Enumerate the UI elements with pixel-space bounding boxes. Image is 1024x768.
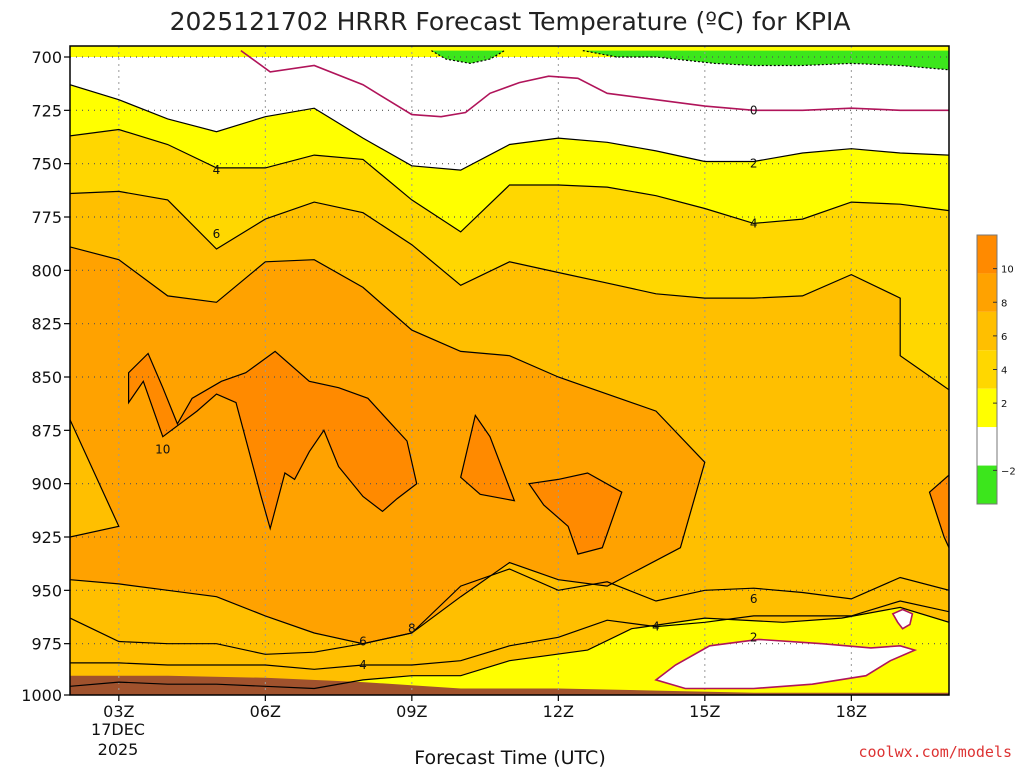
y-tick-label: 900 xyxy=(31,475,62,494)
colorbar-swatch xyxy=(977,388,997,428)
contour-label: 2 xyxy=(750,157,758,171)
contour-2-12 xyxy=(70,606,949,690)
y-axis-ticks: 700 725 750 775 800 825 850 875 900 925 950 975 1000 xyxy=(21,48,70,705)
fill-region-12 xyxy=(431,50,505,64)
y-tick-label: 850 xyxy=(31,368,62,387)
colorbar-tick-label: 8 xyxy=(1001,298,1007,309)
contour-6-3 xyxy=(70,190,949,391)
contour-4-11 xyxy=(70,600,949,670)
y-tick-label: 725 xyxy=(31,101,62,120)
x-tick-label: 06Z xyxy=(250,702,281,721)
contour-10-7 xyxy=(460,413,516,502)
colorbar-swatch xyxy=(977,235,997,274)
colorbar-tick-label: 6 xyxy=(1001,332,1007,343)
contour-10-6 xyxy=(128,350,418,531)
x-tick-label: 12Z xyxy=(543,702,574,721)
colorbar-tick-label: 4 xyxy=(1001,366,1007,377)
y-tick-label: 775 xyxy=(31,208,62,227)
contour--2-16 xyxy=(431,50,505,65)
x-tick-label: 15Z xyxy=(689,702,720,721)
contour-label: 4 xyxy=(213,163,221,177)
ground-fill xyxy=(70,675,949,695)
y-tick-label: 875 xyxy=(31,421,62,440)
contour-labels: 0 2 4 4 6 10 8 6 4 4 6 2 xyxy=(155,103,757,672)
credit-text[interactable]: coolwx.com/models xyxy=(858,743,1012,761)
contour-0-13 xyxy=(654,638,918,690)
contour-6-10 xyxy=(70,568,949,655)
contour-label: 6 xyxy=(213,227,221,241)
y-tick-label: 975 xyxy=(31,635,62,654)
fill-region-4 xyxy=(460,415,515,501)
x-date-label-year: 2025 xyxy=(98,740,139,759)
ground-layer xyxy=(70,675,949,695)
temperature-fills xyxy=(70,46,949,695)
x-date-label-day: 17DEC xyxy=(91,720,145,739)
colorbar-swatch xyxy=(977,350,997,389)
contour-lines xyxy=(70,49,949,690)
colorbar-tick-label: 2 xyxy=(1001,399,1007,410)
contour-label: 8 xyxy=(408,622,416,636)
y-tick-label: 700 xyxy=(31,48,62,67)
colorbar-tick-label: 10 xyxy=(1001,265,1014,276)
colorbar: −2 2 4 6 8 10 xyxy=(976,234,1016,505)
colorbar-swatch xyxy=(977,273,997,312)
grid-lines xyxy=(70,46,949,695)
y-tick-label: 925 xyxy=(31,528,62,547)
fill-region-10 xyxy=(70,57,949,171)
y-tick-label: 825 xyxy=(31,315,62,334)
chart-title: 2025121702 HRRR Forecast Temperature (ºC… xyxy=(170,7,851,36)
contour-8-5 xyxy=(70,419,120,538)
x-tick-label: 03Z xyxy=(103,702,134,721)
x-tick-label: 18Z xyxy=(836,702,867,721)
fill-region-3 xyxy=(128,351,417,529)
contour-10-9 xyxy=(928,474,949,548)
plot-frame xyxy=(69,45,950,696)
contour-label: 6 xyxy=(359,635,367,649)
y-tick-label: 750 xyxy=(31,155,62,174)
colorbar-swatch xyxy=(977,465,997,504)
y-tick-label: 950 xyxy=(31,581,62,600)
contour-label: 4 xyxy=(359,658,367,672)
fill-region-6 xyxy=(929,475,949,548)
contour-0-14 xyxy=(891,608,914,630)
x-axis-label: Forecast Time (UTC) xyxy=(414,747,605,768)
contour-2-1 xyxy=(70,84,949,171)
colorbar-tick-label: −2 xyxy=(1001,466,1016,477)
contour-10-8 xyxy=(527,472,623,555)
contour-label: 4 xyxy=(750,216,758,230)
contour-8-4 xyxy=(70,246,706,645)
contour-label: 10 xyxy=(155,443,170,457)
y-tick-label: 1000 xyxy=(21,686,62,705)
contour-label: 0 xyxy=(750,103,758,117)
colorbar-swatch xyxy=(977,427,997,466)
contour-0-0 xyxy=(240,49,949,118)
contour-label: 4 xyxy=(652,620,660,634)
contour-4-2 xyxy=(70,128,949,233)
x-tick-label: 09Z xyxy=(396,702,427,721)
contour-label: 6 xyxy=(750,592,758,606)
colorbar-swatch xyxy=(977,311,997,351)
x-axis-ticks: 03Z 06Z 09Z 12Z 15Z 18Z xyxy=(103,695,867,721)
fill-region-11 xyxy=(582,50,949,70)
fill-region-9 xyxy=(892,609,913,629)
fill-region-5 xyxy=(529,473,622,555)
y-tick-label: 800 xyxy=(31,261,62,280)
contour-label: 2 xyxy=(750,630,758,644)
fill-region-8 xyxy=(656,639,915,689)
